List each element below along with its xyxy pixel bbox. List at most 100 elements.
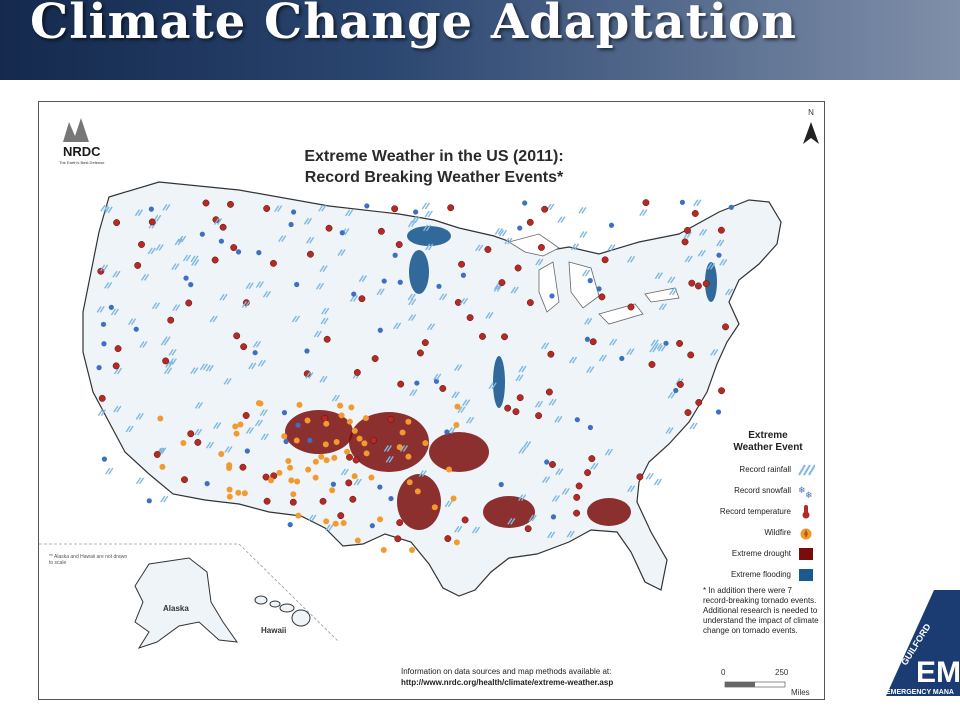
temperature-marker [691, 210, 699, 217]
rainfall-marker [165, 361, 174, 368]
snowfall-marker [288, 221, 294, 228]
rainfall-marker [422, 224, 432, 232]
rainfall-marker [257, 359, 266, 367]
rainfall-marker [399, 445, 409, 452]
rainfall-marker [418, 470, 427, 477]
temperature-marker [454, 298, 462, 306]
weather-map: NRDC The Earth's Best Defense Extreme We… [38, 101, 825, 700]
rainfall-marker [254, 419, 263, 427]
legend: Extreme Weather Event Record rainfall Re… [703, 430, 821, 586]
rainfall-marker [684, 255, 693, 263]
snowfall-marker [388, 495, 394, 502]
snowfall-marker [108, 304, 114, 310]
temperature-marker [387, 416, 395, 423]
wildfire-marker [337, 402, 344, 409]
temperature-marker [358, 295, 366, 303]
em-bottom-text: EMERGENCY MANA [886, 689, 954, 696]
wildfire-marker [399, 429, 406, 436]
wildfire-marker [312, 458, 319, 465]
temperature-marker [262, 473, 270, 481]
rainfall-marker [626, 348, 635, 356]
temperature-marker [396, 519, 404, 527]
rainfall-marker [579, 231, 588, 238]
rainfall-marker [393, 322, 402, 330]
rainfall-marker [407, 220, 417, 228]
rainfall-marker [199, 363, 208, 371]
snowfall-marker [715, 409, 722, 415]
wildfire-marker [340, 519, 347, 526]
rainfall-marker [654, 272, 663, 280]
snowfall-marker [330, 481, 337, 487]
rainfall-marker [205, 364, 214, 372]
temperature-marker [526, 218, 534, 226]
wildfire-marker [329, 487, 336, 494]
wildfire-marker [287, 464, 294, 471]
temperature-marker [694, 282, 702, 290]
wildfire-marker [226, 493, 233, 500]
wildfire-marker [454, 403, 461, 410]
rainfall-marker [278, 235, 287, 243]
temperature-marker [167, 316, 175, 324]
wildfire-marker [159, 463, 166, 470]
rainfall-marker [590, 462, 599, 470]
rainfall-marker [163, 367, 173, 375]
snowfall-marker [587, 278, 593, 284]
temperature-marker [589, 338, 597, 346]
rainfall-marker [462, 399, 471, 407]
rainfall-marker [252, 340, 262, 348]
data-source-url[interactable]: http://www.nrdc.org/health/climate/extre… [401, 678, 614, 687]
rainfall-marker [518, 494, 527, 502]
temperature-marker [187, 430, 195, 438]
rainfall-marker [190, 367, 199, 375]
rainfall-marker [110, 308, 120, 316]
snowfall-marker [304, 348, 310, 354]
rainfall-marker [555, 468, 564, 476]
rainfall-marker [255, 281, 264, 288]
rainfall-marker [471, 526, 481, 534]
slide-title: Climate Change Adaptation [30, 0, 797, 50]
alaska-label: Alaska [163, 604, 189, 613]
snowfall-marker [100, 321, 107, 327]
wildfire-marker [157, 415, 164, 422]
north-label: N [808, 108, 814, 117]
rain-icon [798, 464, 815, 476]
rainfall-marker [607, 244, 616, 252]
rainfall-marker [182, 254, 192, 262]
wildfire-marker [180, 440, 187, 447]
north-arrow-icon [803, 122, 819, 144]
snowfall-marker [544, 459, 550, 465]
wildfire-marker [322, 441, 329, 448]
snowfall-marker [460, 272, 467, 278]
rainfall-marker [653, 478, 662, 486]
temperature-marker [535, 412, 543, 420]
rainfall-marker [171, 263, 180, 270]
svg-text:❄: ❄ [805, 491, 813, 498]
temperature-marker [717, 226, 725, 234]
temperature-marker [545, 388, 553, 396]
temperature-marker [181, 476, 188, 484]
snowfall-marker [281, 410, 288, 416]
temperature-marker [498, 279, 506, 287]
snowfall-marker [295, 422, 301, 428]
wildfire-marker [233, 430, 240, 437]
rainfall-marker [557, 216, 566, 223]
map-title-line2: Record Breaking Weather Events* [304, 169, 564, 186]
rainfall-marker [578, 207, 587, 214]
rainfall-marker [598, 354, 607, 362]
snowfall-marker [587, 424, 594, 431]
rainfall-marker [493, 285, 502, 292]
rainfall-marker [584, 317, 593, 325]
temperature-marker [227, 200, 234, 208]
temperature-marker [573, 509, 581, 517]
rainfall-marker [319, 265, 328, 273]
temperature-marker [702, 280, 710, 288]
drought-square-icon [799, 548, 813, 560]
hawaii-islands [254, 595, 311, 627]
flooding-area [493, 356, 505, 408]
rainfall-marker [408, 298, 417, 306]
wildfire-marker [294, 478, 301, 485]
rainfall-marker [209, 315, 218, 323]
snowfall-marker [369, 523, 375, 529]
temperature-marker [479, 332, 486, 340]
rainfall-marker [174, 238, 183, 246]
